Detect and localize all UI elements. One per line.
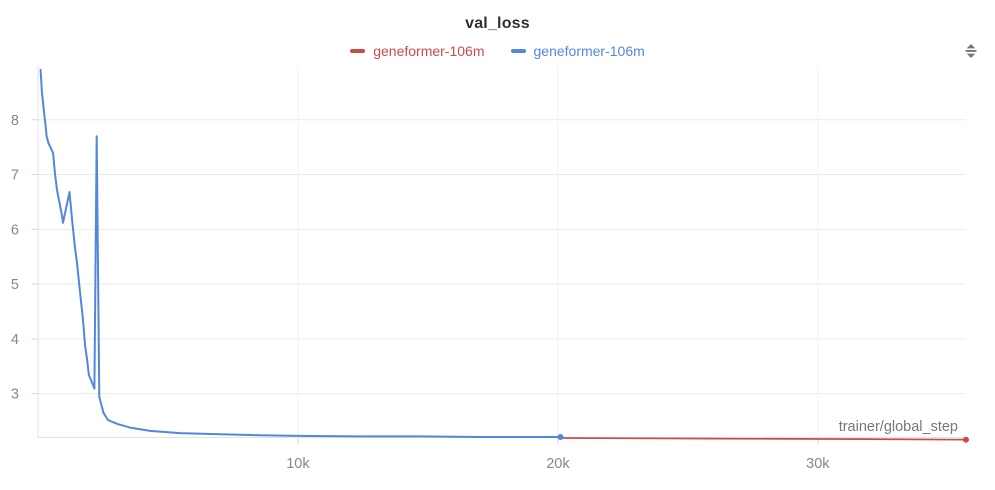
legend-item-run-red[interactable]: geneformer-106m xyxy=(350,43,485,59)
x-tick-label: 20k xyxy=(546,456,570,472)
legend-swatch-red xyxy=(350,49,366,53)
x-tick-label: 10k xyxy=(286,456,310,472)
legend-label-run-red: geneformer-106m xyxy=(373,43,485,59)
y-tick-label: 5 xyxy=(11,277,19,293)
y-tick-label: 6 xyxy=(11,222,19,238)
series-line-red[interactable] xyxy=(559,437,967,441)
vertical-resize-icon[interactable] xyxy=(962,42,980,60)
legend-label-run-blue: geneformer-106m xyxy=(533,43,645,59)
series-end-dot-red xyxy=(963,436,969,443)
legend-item-run-blue[interactable]: geneformer-106m xyxy=(510,43,645,59)
series-line-blue[interactable] xyxy=(39,68,562,438)
y-tick-label: 7 xyxy=(11,168,19,184)
y-tick-label: 8 xyxy=(11,113,19,129)
x-axis-label: trainer/global_step xyxy=(839,419,958,435)
y-tick-label: 4 xyxy=(11,332,19,348)
x-tick-label: 30k xyxy=(806,456,830,472)
vertical-resize-icon-glyph xyxy=(965,44,977,58)
chart-title: val_loss xyxy=(465,15,530,32)
legend-swatch-blue xyxy=(510,49,526,53)
series-end-dot-blue xyxy=(557,433,564,440)
chart-legend: geneformer-106m geneformer-106m xyxy=(0,44,995,58)
y-tick-label: 3 xyxy=(11,387,19,403)
